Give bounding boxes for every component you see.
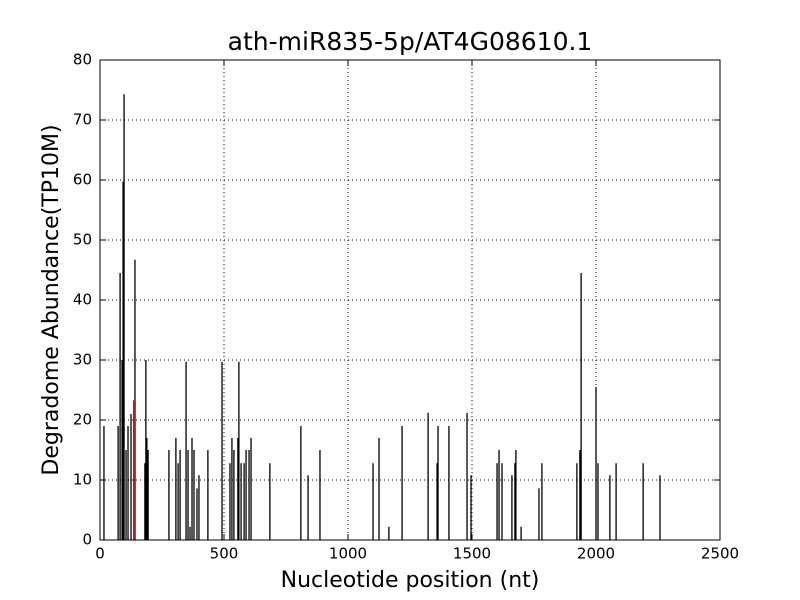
x-tick-label: 0	[95, 545, 105, 563]
x-tick-label: 1500	[453, 545, 491, 563]
y-axis-label: Degradome Abundance(TP10M)	[39, 124, 64, 475]
y-tick-label: 0	[82, 531, 92, 549]
y-tick-label: 70	[73, 111, 92, 129]
x-tick-label: 2500	[701, 545, 739, 563]
chart-title: ath-miR835-5p/AT4G08610.1	[228, 27, 593, 56]
plot-frame	[99, 59, 721, 541]
x-axis-label: Nucleotide position (nt)	[281, 568, 540, 593]
y-tick-label: 60	[73, 171, 92, 189]
y-tick-label: 30	[73, 351, 92, 369]
y-tick-label: 40	[73, 291, 92, 309]
x-tick-label: 500	[210, 545, 239, 563]
x-tick-label: 1000	[329, 545, 367, 563]
x-tick-label: 2000	[577, 545, 615, 563]
y-tick-label: 50	[73, 231, 92, 249]
y-tick-label: 80	[73, 51, 92, 69]
y-tick-label: 10	[73, 471, 92, 489]
y-tick-label: 20	[73, 411, 92, 429]
